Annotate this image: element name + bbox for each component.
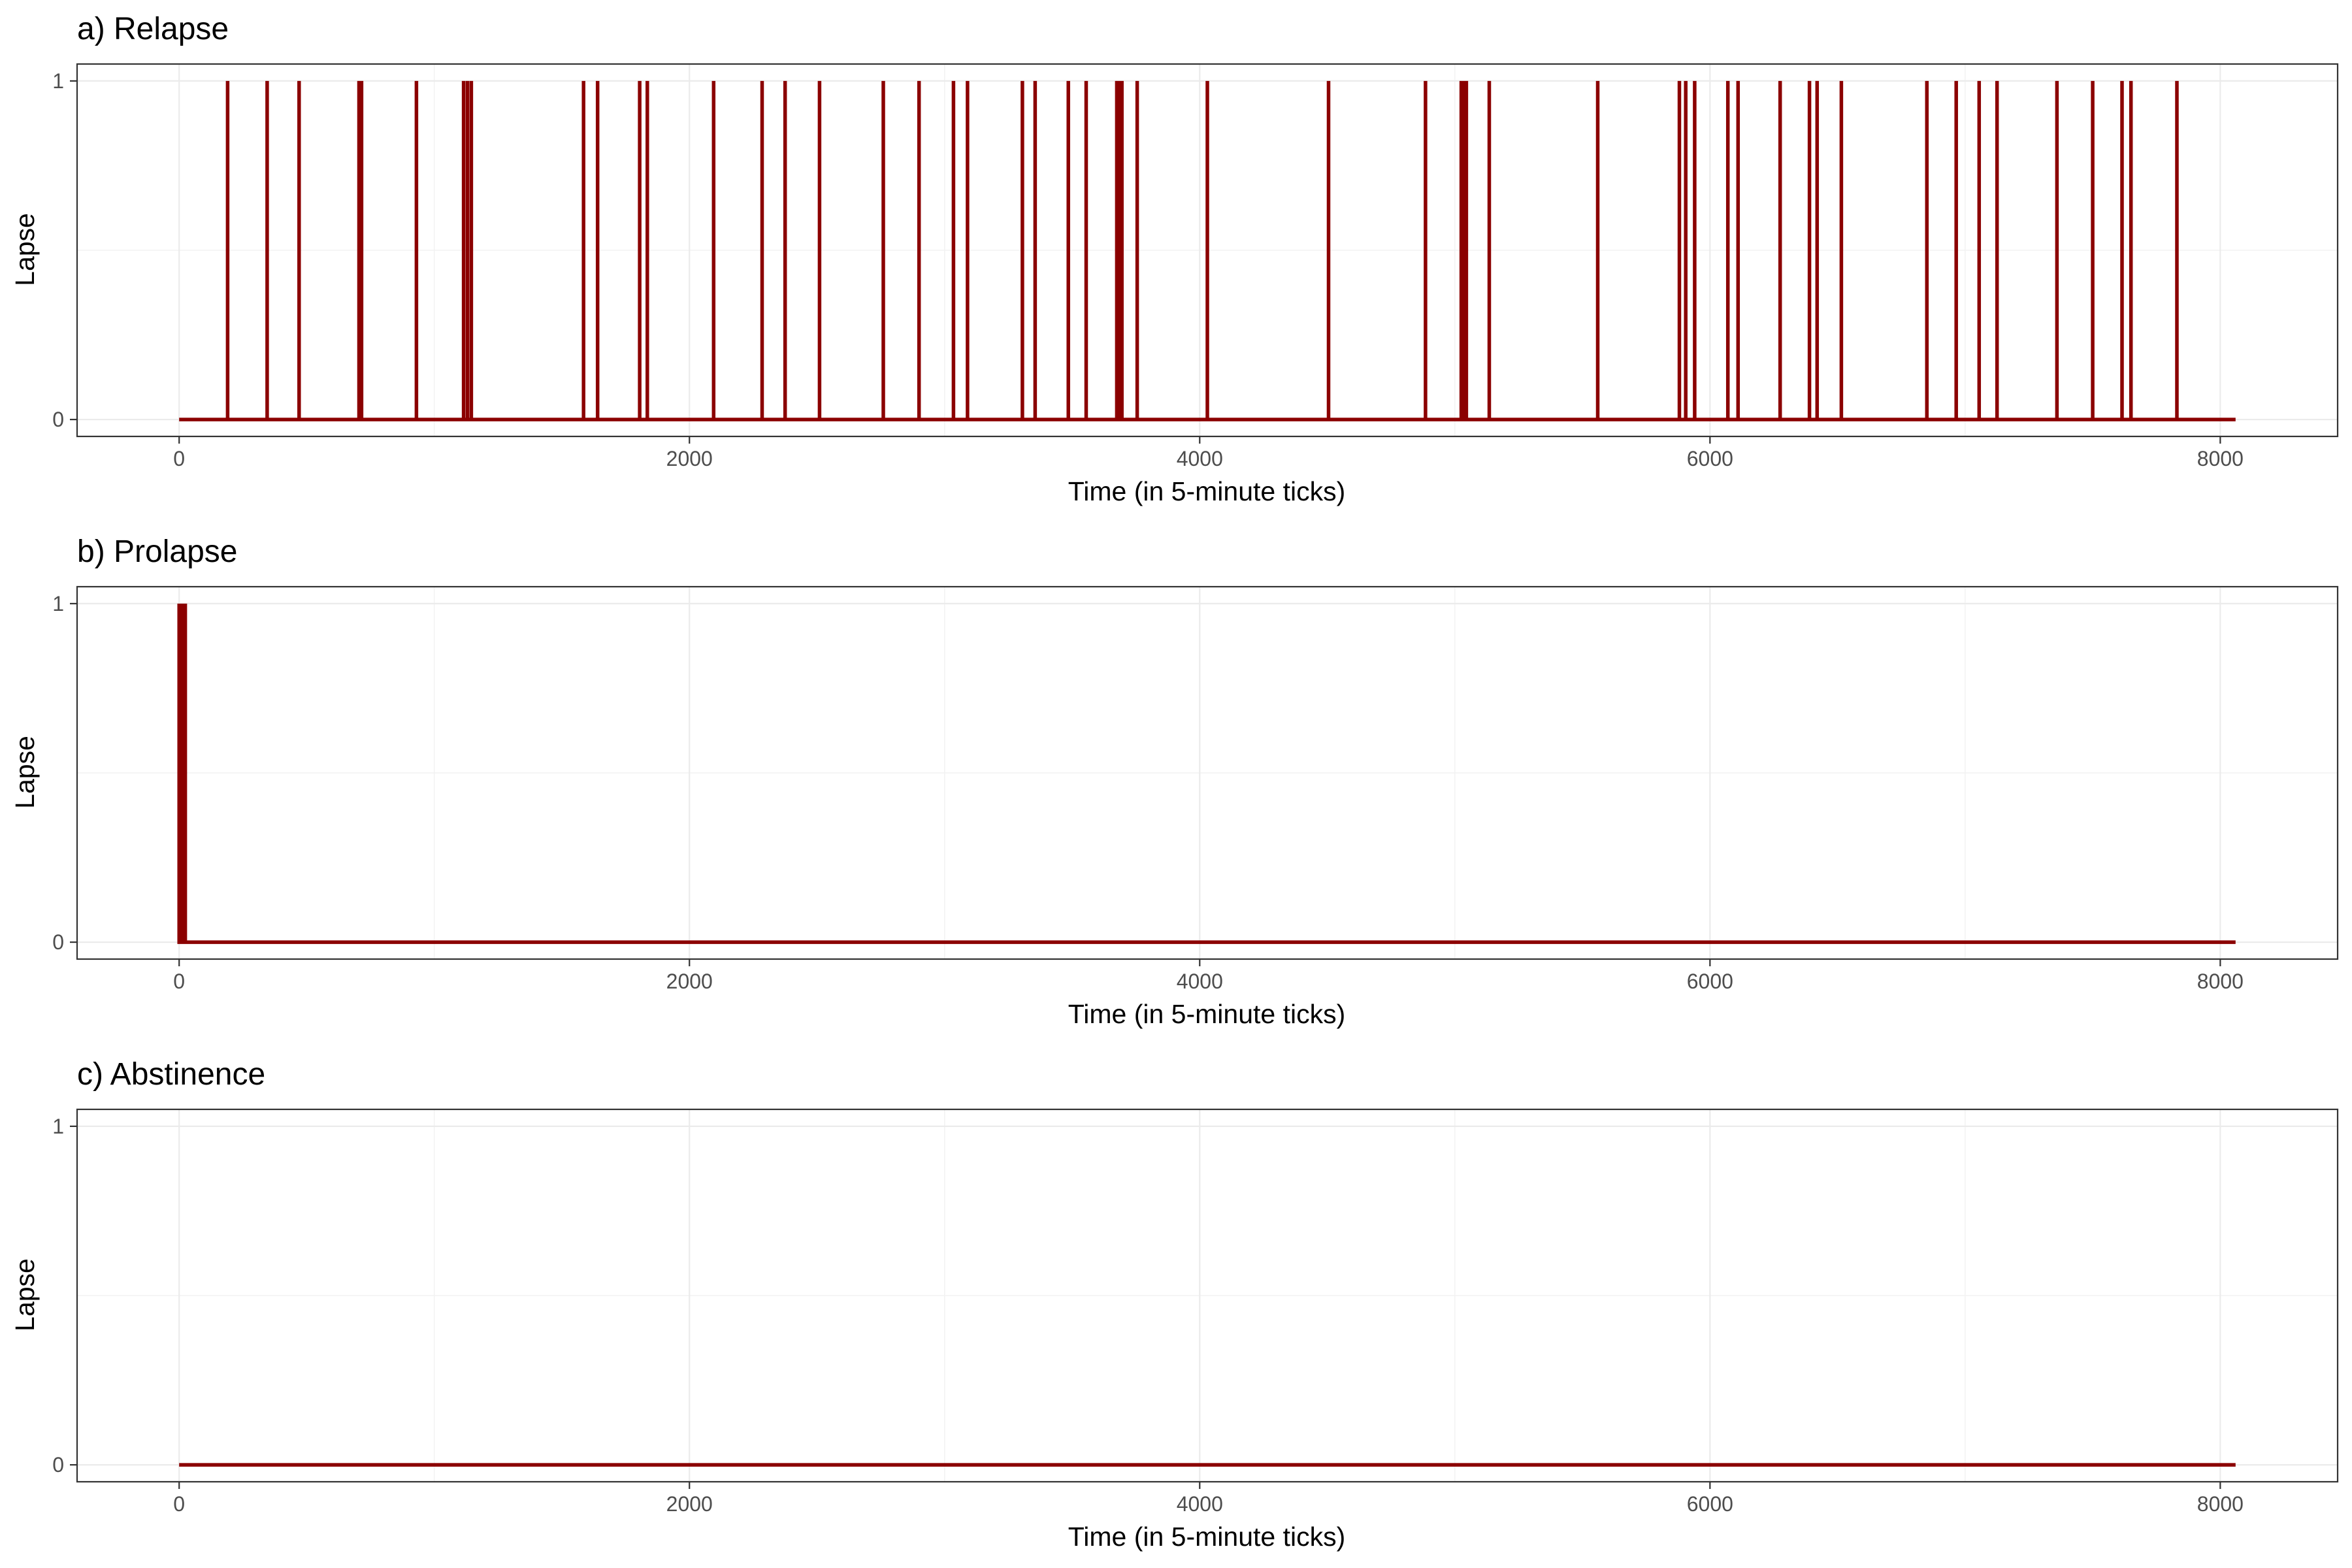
y-tick-label: 1	[52, 1115, 64, 1138]
y-tick-label: 0	[52, 408, 64, 431]
x-axis-title: Time (in 5-minute ticks)	[1068, 476, 1346, 506]
x-tick-label: 0	[173, 447, 185, 470]
y-tick-label: 0	[52, 1453, 64, 1477]
x-axis-title: Time (in 5-minute ticks)	[1068, 999, 1346, 1029]
x-tick-label: 6000	[1687, 970, 1733, 993]
panel-prolapse: b) Prolapse 0 2000 4000 6000 8000 0 1 Time (in…	[10, 534, 2339, 1029]
x-tick-label: 0	[173, 1492, 185, 1516]
plot-area: 0 2000 4000 6000 8000 0 1	[52, 63, 2339, 470]
x-tick-label: 4000	[1177, 970, 1223, 993]
y-axis-title: Lapse	[10, 1258, 40, 1331]
panel-title: a) Relapse	[77, 12, 229, 46]
lapse-series-line	[179, 80, 2236, 421]
plot-border	[76, 585, 2339, 960]
x-tick-label: 8000	[2197, 970, 2244, 993]
panel-title: b) Prolapse	[77, 534, 237, 569]
panel-abstinence: c) Abstinence 0 2000 4000 6000 8000 0 1 Time (…	[10, 1057, 2339, 1552]
x-axis-title: Time (in 5-minute ticks)	[1068, 1522, 1346, 1552]
x-tick-label: 6000	[1687, 447, 1733, 470]
x-tick-label: 0	[173, 970, 185, 993]
plot-area: 0 2000 4000 6000 8000 0 1	[52, 1108, 2339, 1516]
y-axis-title: Lapse	[10, 736, 40, 809]
y-tick-label: 0	[52, 930, 64, 954]
x-tick-label: 6000	[1687, 1492, 1733, 1516]
x-tick-label: 8000	[2197, 447, 2244, 470]
x-tick-label: 4000	[1177, 447, 1223, 470]
y-tick-label: 1	[52, 592, 64, 615]
x-tick-label: 2000	[666, 1492, 713, 1516]
lapse-series-line	[177, 603, 2236, 944]
plot-border	[76, 1108, 2339, 1483]
plot-border	[76, 63, 2339, 438]
x-tick-label: 4000	[1177, 1492, 1223, 1516]
panel-relapse: a) Relapse 0 2000 4000 6000 8000 0 1 Time (in …	[10, 12, 2339, 506]
x-tick-label: 2000	[666, 447, 713, 470]
x-tick-label: 2000	[666, 970, 713, 993]
x-tick-label: 8000	[2197, 1492, 2244, 1516]
y-tick-label: 1	[52, 69, 64, 93]
plot-area: 0 2000 4000 6000 8000 0 1	[52, 585, 2339, 993]
y-axis-title: Lapse	[10, 213, 40, 286]
panel-title: c) Abstinence	[77, 1057, 265, 1092]
